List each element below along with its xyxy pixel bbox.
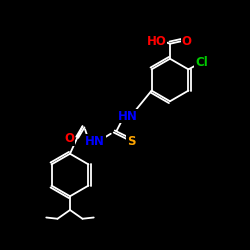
Text: O: O	[182, 35, 192, 48]
Text: HN: HN	[85, 135, 105, 148]
Text: S: S	[127, 135, 136, 148]
Text: O: O	[64, 132, 74, 145]
Text: Cl: Cl	[195, 56, 208, 69]
Text: HO: HO	[146, 35, 167, 48]
Text: HN: HN	[118, 110, 138, 123]
